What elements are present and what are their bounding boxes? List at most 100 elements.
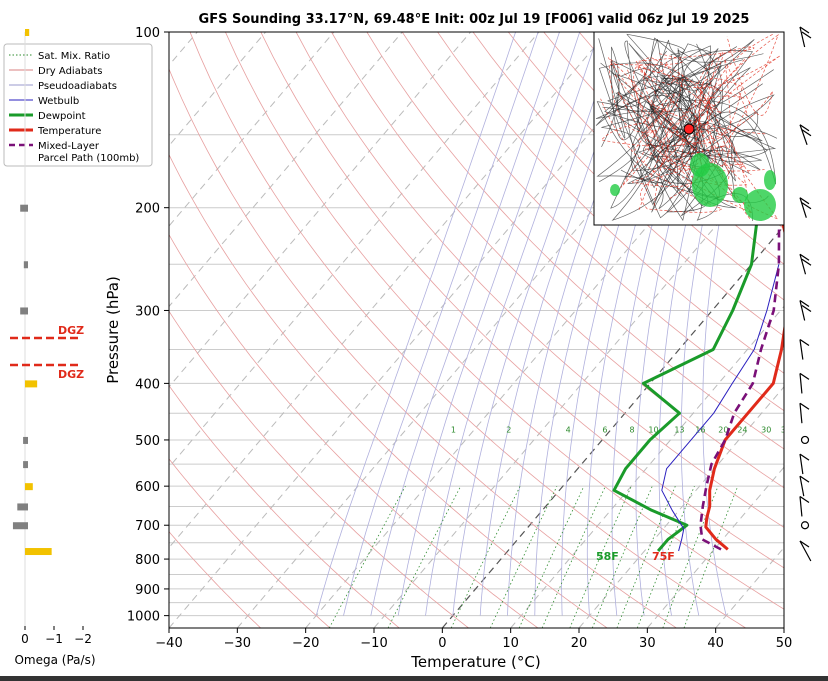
dry-adiabat <box>169 67 677 628</box>
inset-station-marker <box>683 123 695 135</box>
pseudoadiabat <box>479 32 636 616</box>
mixing-ratio-label: 24 <box>737 426 747 435</box>
x-tick-label: 40 <box>707 636 724 651</box>
dry-adiabat <box>331 32 784 489</box>
x-axis-label: Temperature (°C) <box>410 653 540 671</box>
wind-barb-flag <box>799 253 810 261</box>
y-tick-label: 1000 <box>127 610 160 625</box>
omega-bar <box>12 522 28 530</box>
x-tick-label: 0 <box>438 636 446 651</box>
wind-barb-flag <box>799 402 810 410</box>
window-bottom-border <box>0 676 828 681</box>
legend-label: Mixed-Layer <box>38 141 100 152</box>
legend-label: Temperature <box>37 126 101 137</box>
omega-tick-label: 0 <box>21 632 29 646</box>
isotherm-line <box>169 32 266 147</box>
x-tick-label: 30 <box>639 636 656 651</box>
wind-barb-flag <box>799 540 810 548</box>
pseudoadiabat <box>425 32 600 616</box>
series-wetbulb <box>661 264 780 552</box>
mixing-ratio-line <box>518 486 585 628</box>
wind-barb-flag <box>801 304 812 312</box>
inset-thickness <box>633 55 781 155</box>
dry-adiabat <box>366 32 784 450</box>
pseudoadiabat <box>702 32 765 616</box>
legend-label: Dry Adiabats <box>38 66 102 77</box>
omega-bar <box>25 483 33 491</box>
inset-thickness <box>608 53 753 214</box>
plot-border <box>168 31 785 629</box>
pseudoadiabat <box>635 32 726 616</box>
wind-barb <box>799 454 804 475</box>
x-tick-label: 20 <box>571 636 588 651</box>
wind-barb-flag <box>799 197 810 205</box>
pseudoadiabat <box>611 32 713 616</box>
mixing-ratio-label: 4 <box>566 426 571 435</box>
dry-adiabat <box>189 32 746 628</box>
inset-isobar <box>615 45 753 222</box>
wind-barb <box>799 540 812 562</box>
isotherm-line <box>169 32 471 388</box>
pseudoadiabat <box>561 32 684 616</box>
pseudoadiabat <box>534 32 668 616</box>
omega-bar <box>20 204 28 212</box>
inset-isobar <box>596 33 692 210</box>
dgz-label-top: DGZ <box>58 324 84 337</box>
dry-adiabat <box>169 233 539 628</box>
dry-adiabat <box>169 153 608 628</box>
wind-barb-calm <box>800 435 810 445</box>
wind-barb-flag <box>799 339 810 347</box>
legend: Sat. Mix. Ratio Dry Adiabats Pseudoadiabat… <box>3 43 153 167</box>
y-tick-label: 200 <box>135 202 160 217</box>
wind-barbs <box>799 26 812 562</box>
isotherm-line <box>169 32 608 549</box>
isotherm-line <box>783 627 784 628</box>
pseudoadiabat <box>507 32 652 616</box>
dry-adiabat <box>260 32 784 569</box>
mixing-ratio-line <box>683 486 739 628</box>
y-tick-label: 700 <box>135 519 160 534</box>
omega-bar <box>20 307 28 315</box>
dry-adiabat <box>169 384 400 628</box>
inset-thickness <box>620 51 748 188</box>
omega-tick-label: −1 <box>45 632 63 646</box>
inset-thickness <box>600 98 745 213</box>
surface-dewpoint-label: 58F <box>596 550 619 563</box>
y-tick-label: 300 <box>135 304 160 319</box>
mixing-ratio-line <box>387 486 462 628</box>
mixing-ratio-label: 10 <box>648 426 658 435</box>
mixing-ratio-label: 13 <box>674 426 684 435</box>
inset-isobar <box>661 48 736 221</box>
wind-barb-flag <box>801 129 812 137</box>
wind-barb <box>799 476 805 497</box>
wind-barb <box>799 403 803 424</box>
y-tick-label: 900 <box>135 583 160 598</box>
legend-label: Wetbulb <box>38 96 79 107</box>
x-tick-label: −20 <box>292 636 319 651</box>
plot-grid: 1 2 4 6 8 10 13 16 20 24 30 36 <box>169 32 784 628</box>
wind-barb-flag <box>801 31 812 39</box>
y-tick-label: 500 <box>135 434 160 449</box>
omega-bar <box>23 461 28 469</box>
wind-barb <box>799 300 806 321</box>
surface-temperature-label: 75F <box>652 550 675 563</box>
chart-title-container: GFS Sounding 33.17°N, 69.48°E Init: 00z … <box>0 8 828 27</box>
wind-barb-flag <box>801 258 812 266</box>
inset-isobar <box>611 43 737 219</box>
dry-adiabat <box>169 458 331 628</box>
plot-frame <box>168 31 785 629</box>
inset-thickness <box>613 34 779 220</box>
mixing-ratio-line <box>328 486 406 628</box>
omega-axis-label: Omega (Pa/s) <box>14 653 95 667</box>
x-tick-label: −30 <box>224 636 251 651</box>
omega-bar <box>25 29 30 36</box>
isotherm-line <box>169 32 335 227</box>
wind-barb <box>799 26 806 48</box>
mixing-ratio-line <box>489 486 558 628</box>
mixing-ratio-label: 30 <box>761 426 771 435</box>
omega-panel: 0 −1 −2 <box>10 29 92 646</box>
x-tick-label: 50 <box>776 636 793 651</box>
x-tick-label: 10 <box>502 636 519 651</box>
wind-barb <box>799 197 807 218</box>
omega-bar <box>25 548 52 556</box>
